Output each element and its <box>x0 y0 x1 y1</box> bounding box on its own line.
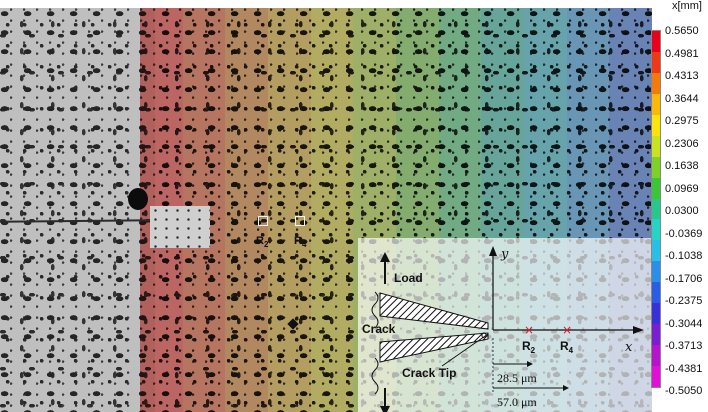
r2-marker: × <box>524 323 534 337</box>
origin-label: o <box>481 327 487 341</box>
upper-crack-flank <box>379 292 489 330</box>
reference-square-r2 <box>258 216 268 226</box>
colorbar-tick-label: 0.2306 <box>665 137 699 150</box>
load-arrowhead-up <box>380 252 390 262</box>
colorbar-cell <box>652 177 660 199</box>
colorbar-title: x[mm] <box>672 0 702 12</box>
colorbar-cell <box>652 114 660 136</box>
colorbar-tick-label: -0.0369 <box>665 227 703 240</box>
unmapped-region <box>0 8 155 412</box>
colorbar-tick-label: -0.1038 <box>665 250 703 262</box>
reference-label-r2: R2 <box>256 235 269 250</box>
displacement-band <box>268 8 311 412</box>
colorbar-tick-label: 0.1638 <box>665 160 699 172</box>
colorbar-tick-label: -0.3713 <box>665 340 703 352</box>
crack-tip-leader <box>441 333 489 367</box>
crack-schematic: × × Load Crack Crack Tip y x o R2 R4 28.… <box>362 246 644 412</box>
crack-label: Crack <box>362 322 396 336</box>
colorbar-tick-labels: 0.5650 0.4981 0.4313 0.3644 0.2975 0.2306 0.16… <box>665 25 708 397</box>
reference-square-r4 <box>295 216 305 226</box>
displacement-band <box>225 8 269 412</box>
colorbar-cell <box>652 282 660 304</box>
lower-crack-flank <box>379 332 489 363</box>
colorbar-tick-label: 0.3644 <box>665 92 699 105</box>
colorbar-tick-label: -0.3044 <box>665 317 703 330</box>
reference-label-r4: R4 <box>294 235 307 250</box>
colorbar-tick-label: -0.1706 <box>665 272 703 285</box>
r4-marker: × <box>562 323 572 337</box>
colorbar-cell <box>652 135 660 157</box>
x-axis-label: x <box>625 340 633 355</box>
y-axis-label: y <box>500 247 509 262</box>
colorbar-cell <box>652 51 660 73</box>
break-line-lower <box>371 357 379 395</box>
colorbar-tick-label: 0.0969 <box>665 182 699 195</box>
r2-label: R2 <box>522 339 536 355</box>
colorbar-cell <box>652 261 660 283</box>
colorbar-tick-label: 0.5650 <box>665 25 699 37</box>
x-axis-arrowhead <box>633 326 644 334</box>
load-label: Load <box>394 271 423 285</box>
speckle-displacement-image: R2 R4 <box>0 8 652 412</box>
displacement-band <box>310 8 354 412</box>
colorbar-cell <box>652 156 660 178</box>
dimension-57-0: 57.0 μm <box>497 395 537 409</box>
break-line-upper <box>371 291 379 329</box>
colorbar-cell <box>652 93 660 115</box>
colorbar-tick-label: 0.0300 <box>665 205 699 217</box>
colorbar-cell <box>652 31 660 52</box>
colorbar-tick-label: 0.4313 <box>665 70 699 82</box>
load-arrowhead-down <box>380 406 390 412</box>
colorbar-cell <box>652 240 660 262</box>
colorbar-tick-label: -0.2375 <box>665 295 703 307</box>
colorbar-cell <box>652 345 660 366</box>
speckle-dark-spot <box>128 188 148 210</box>
crack-schematic-panel: × × Load Crack Crack Tip y x o R2 R4 28.… <box>358 238 652 412</box>
colorbar-tick-label: -0.4381 <box>665 362 703 375</box>
colorbar-cell <box>652 72 660 94</box>
dimension-28-5: 28.5 μm <box>497 371 537 385</box>
colorbar-cell <box>652 219 660 241</box>
colorbar-tick-label: -0.5050 <box>665 385 703 397</box>
colorbar <box>651 30 661 388</box>
colorbar-tick-label: 0.2975 <box>665 115 699 127</box>
r4-label: R4 <box>560 339 574 355</box>
specimen-notch <box>150 206 210 248</box>
colorbar-tick-label: 0.4981 <box>665 47 699 60</box>
colorbar-cell <box>652 198 660 220</box>
colorbar-cell <box>652 324 660 346</box>
crack-tip-label: Crack Tip <box>402 366 456 380</box>
colorbar-cell <box>652 366 660 387</box>
y-axis-arrowhead <box>489 246 497 256</box>
colorbar-cell <box>652 303 660 325</box>
